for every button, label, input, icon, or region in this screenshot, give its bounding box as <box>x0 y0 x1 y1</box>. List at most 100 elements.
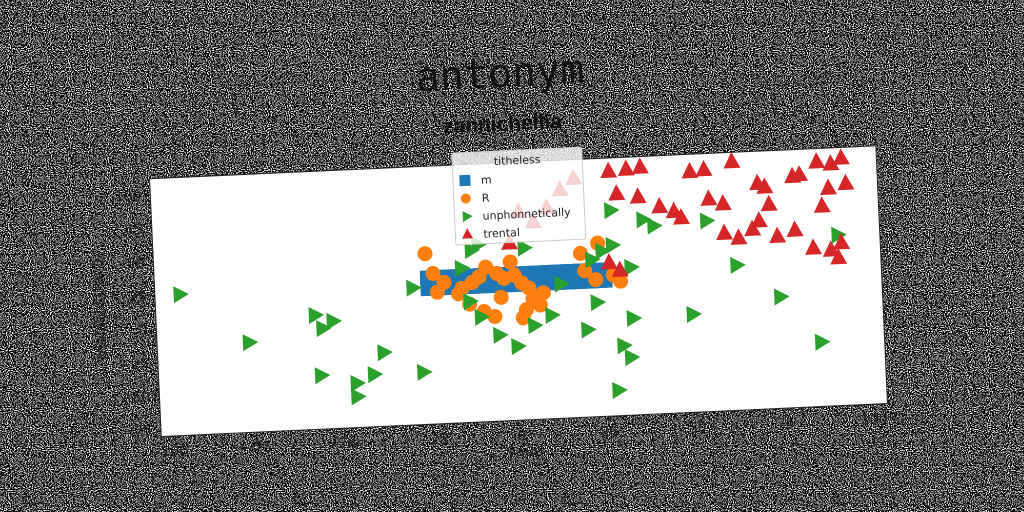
point-r <box>577 263 593 279</box>
point-trental <box>651 196 669 214</box>
y-tick-label: −50 <box>121 390 151 407</box>
point-trental <box>714 194 732 211</box>
legend-marker-m <box>459 174 471 187</box>
point-trental <box>830 248 848 265</box>
point-unphonnetically <box>326 312 343 330</box>
point-r <box>493 289 509 305</box>
point-trental <box>832 148 850 165</box>
point-trental <box>608 184 626 201</box>
point-trental <box>813 196 831 213</box>
point-unphonnetically <box>367 366 384 384</box>
x-axis-label: yaud <box>506 441 544 461</box>
point-unphonnetically <box>350 375 367 393</box>
point-trental <box>805 238 823 255</box>
y-tick-label: 50 <box>126 255 145 272</box>
x-tick-label: −25 <box>418 432 448 449</box>
point-trental <box>769 226 787 244</box>
marks-layer <box>173 148 855 406</box>
x-tick-label: −100 <box>149 443 188 461</box>
y-tick-label: 0 <box>138 323 148 339</box>
chart-title: zannichellia <box>442 110 562 138</box>
point-trental <box>808 152 826 169</box>
point-unphonnetically <box>584 251 601 269</box>
point-trental <box>822 154 840 171</box>
point-r <box>417 246 433 262</box>
point-unphonnetically <box>617 337 633 355</box>
point-r <box>425 266 441 282</box>
point-unphonnetically <box>831 226 847 244</box>
point-r <box>502 254 518 270</box>
point-r <box>487 308 503 324</box>
point-unphonnetically <box>493 326 509 344</box>
point-unphonnetically <box>624 349 641 367</box>
x-tick-label: 100 <box>860 412 887 429</box>
point-trental <box>784 166 802 184</box>
point-unphonnetically <box>773 288 790 306</box>
y-tick-label: −25 <box>119 356 149 373</box>
point-unphonnetically <box>474 308 491 326</box>
point-unphonnetically <box>527 317 544 335</box>
point-unphonnetically <box>314 367 331 385</box>
point-trental <box>695 159 713 177</box>
point-trental <box>723 151 741 169</box>
y-axis-label: malacostraca <box>88 258 111 360</box>
x-axis: −100 −75 −50 −25 0 25 50 75 100 <box>149 404 888 461</box>
point-r <box>532 297 548 313</box>
point-trental <box>730 228 748 245</box>
legend-marker-trental <box>462 228 474 239</box>
point-r <box>535 285 551 301</box>
point-unphonnetically <box>814 333 831 351</box>
point-unphonnetically <box>350 388 367 406</box>
point-unphonnetically <box>603 202 620 220</box>
y-tick-label: 25 <box>128 289 147 306</box>
x-tick-label: 50 <box>689 420 708 437</box>
point-unphonnetically <box>605 237 622 254</box>
point-unphonnetically <box>590 294 607 312</box>
y-axis: −75 −50 −25 0 25 50 75 100 <box>114 188 161 441</box>
point-r <box>613 273 629 289</box>
point-unphonnetically <box>545 307 561 324</box>
point-unphonnetically <box>699 212 716 230</box>
y-tick-label: 75 <box>125 222 144 239</box>
point-unphonnetically <box>554 275 570 293</box>
x-tick-label: 0 <box>517 428 527 444</box>
plot-group: zannichellia −100 −75 −50 −25 0 25 50 75 100 −75… <box>88 110 889 461</box>
point-trental <box>822 240 840 257</box>
x-tick-label: 25 <box>600 424 619 441</box>
point-trental <box>756 177 774 194</box>
point-trental <box>629 187 647 204</box>
point-r <box>451 286 467 302</box>
point-trental <box>600 253 618 270</box>
point-r <box>478 259 494 275</box>
point-trental <box>820 178 838 196</box>
point-unphonnetically <box>308 306 325 324</box>
point-trental <box>673 208 691 225</box>
chart-suptitle: antonym <box>415 47 586 102</box>
point-unphonnetically <box>377 344 393 362</box>
point-trental <box>700 189 718 206</box>
point-unphonnetically <box>626 310 643 328</box>
point-unphonnetically <box>406 279 422 297</box>
point-unphonnetically <box>612 381 628 399</box>
legend-label-unphonnetically: unphonnetically <box>482 206 571 223</box>
point-unphonnetically <box>242 334 259 352</box>
x-tick-label: −75 <box>242 440 272 457</box>
point-unphonnetically <box>463 293 479 311</box>
point-trental <box>681 161 699 179</box>
y-tick-label: −75 <box>122 423 152 440</box>
y-tick-label: 100 <box>114 188 141 205</box>
point-trental <box>837 173 855 191</box>
point-r <box>515 310 531 326</box>
point-unphonnetically <box>511 338 527 356</box>
point-unphonnetically <box>316 320 332 338</box>
legend-box <box>451 146 587 246</box>
point-unphonnetically <box>730 256 746 274</box>
legend-label-trental: trental <box>483 226 520 241</box>
legend-label-m: m <box>481 173 492 186</box>
legend-marker-unphonnetically <box>462 211 473 223</box>
point-trental <box>833 233 851 250</box>
point-unphonnetically <box>454 259 471 277</box>
point-unphonnetically <box>517 239 533 257</box>
point-trental <box>617 159 635 177</box>
